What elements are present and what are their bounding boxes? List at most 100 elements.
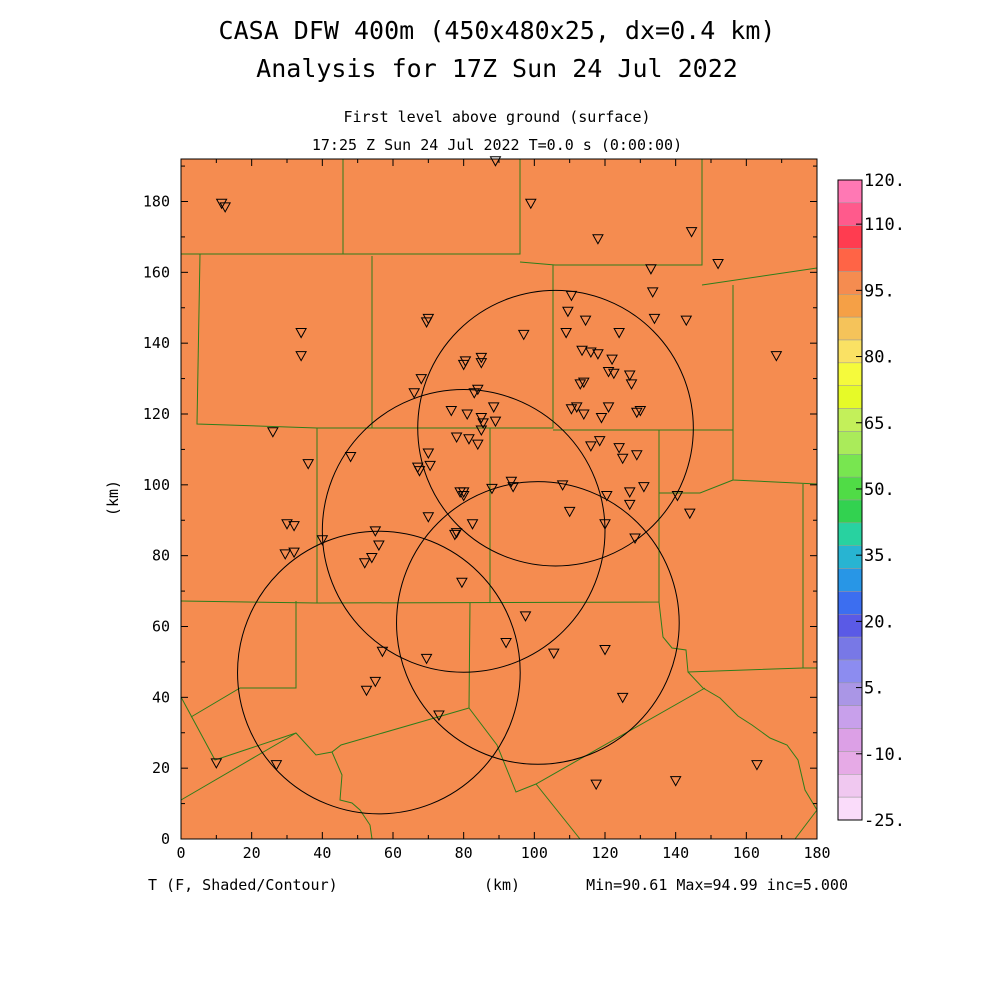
colorbar-swatch — [837, 751, 863, 775]
station-marker — [500, 637, 512, 649]
y-tick-label: 40 — [152, 688, 170, 706]
station-marker — [574, 379, 587, 390]
y-tick-label: 0 — [161, 830, 170, 848]
county-line — [316, 428, 660, 604]
station-marker — [680, 315, 693, 327]
station-marker — [420, 653, 433, 665]
station-marker — [595, 413, 608, 424]
station-marker — [648, 313, 661, 325]
station-marker — [560, 328, 572, 339]
station-marker — [562, 306, 574, 318]
county-line — [190, 601, 297, 718]
colorbar-swatch — [837, 339, 863, 364]
station-marker — [685, 227, 698, 238]
station-marker — [607, 368, 620, 380]
y-tick-label: 160 — [143, 263, 170, 281]
station-marker — [625, 379, 638, 390]
station-marker — [646, 287, 659, 298]
station-marker — [630, 450, 643, 461]
station-marker — [547, 648, 560, 660]
station-marker — [279, 549, 292, 560]
colorbar-label: -25. — [864, 811, 905, 831]
x-tick-label: 20 — [243, 844, 261, 862]
variable-label: T (F, Shaded/Contour) — [148, 876, 338, 894]
county-boundaries — [180, 159, 818, 840]
station-marker — [450, 528, 463, 539]
county-line — [659, 479, 734, 494]
station-marker — [281, 519, 293, 530]
station-marker — [623, 499, 636, 511]
colorbar-label: 95. — [864, 281, 895, 301]
station-marker — [475, 358, 488, 369]
colorbar-label: 110. — [864, 215, 905, 235]
station-marker — [420, 317, 433, 328]
station-marker — [463, 434, 475, 445]
colorbar-swatch — [837, 248, 863, 272]
y-tick-label: 100 — [143, 476, 170, 494]
colorbar-label: -10. — [864, 745, 905, 765]
y-axis-label: (km) — [104, 480, 122, 516]
station-marker — [616, 453, 629, 465]
stats-label: Min=90.61 Max=94.99 inc=5.000 — [586, 876, 848, 894]
station-marker — [270, 760, 283, 771]
y-tick-label: 20 — [152, 759, 170, 777]
station-marker — [517, 329, 530, 341]
colorbar-swatch — [837, 522, 863, 546]
level-label: First level above ground (surface) — [343, 108, 650, 126]
radar-ring — [237, 530, 521, 815]
county-line — [687, 671, 818, 811]
county-line — [180, 600, 318, 604]
station-marker — [457, 490, 470, 502]
colorbar-frame — [837, 179, 863, 821]
colorbar-swatch — [837, 271, 863, 295]
station-marker — [295, 351, 307, 362]
colorbar-swatch — [837, 774, 863, 798]
station-marker — [602, 367, 615, 378]
station-marker — [593, 436, 606, 447]
station-marker — [219, 202, 232, 213]
station-marker — [616, 692, 629, 704]
station-marker — [489, 156, 502, 167]
station-marker — [577, 409, 590, 421]
x-tick-label: 120 — [591, 844, 618, 862]
station-marker — [422, 448, 435, 459]
station-marker — [683, 508, 696, 520]
x-tick-label: 180 — [803, 844, 830, 862]
station-marker — [477, 418, 489, 429]
station-marker — [302, 459, 315, 470]
station-marker — [433, 710, 445, 722]
station-marker — [590, 779, 603, 791]
x-tick-label: 0 — [176, 844, 185, 862]
colorbar-label: 50. — [864, 480, 895, 500]
chart-subtitle: Analysis for 17Z Sun 24 Jul 2022 — [256, 54, 738, 83]
colorbar-label: 5. — [864, 679, 884, 699]
station-marker — [376, 646, 389, 658]
station-marker — [358, 558, 371, 569]
station-marker — [487, 402, 500, 413]
station-marker — [599, 645, 611, 656]
station-marker — [344, 452, 357, 463]
colorbar-swatch — [837, 682, 863, 706]
county-line — [701, 267, 818, 286]
x-tick-label: 60 — [384, 844, 402, 862]
colorbar-label: 65. — [864, 414, 895, 434]
station-marker — [360, 685, 373, 697]
station-marker — [524, 198, 537, 210]
x-tick-label: 80 — [455, 844, 473, 862]
x-tick-label: 100 — [521, 844, 548, 862]
station-marker — [602, 402, 615, 413]
station-marker — [599, 519, 611, 530]
station-marker — [408, 388, 421, 399]
colorbar-swatch — [837, 659, 863, 684]
colorbar-swatch — [837, 499, 863, 524]
station-marker — [267, 427, 279, 438]
station-marker — [411, 462, 424, 474]
colorbar-swatch — [837, 728, 863, 752]
colorbar-swatch — [837, 179, 863, 204]
station-marker — [585, 347, 597, 359]
station-marker — [475, 425, 488, 436]
station-marker — [471, 439, 484, 451]
station-marker — [422, 512, 435, 523]
colorbar-swatch — [837, 385, 863, 409]
county-line — [180, 602, 471, 761]
